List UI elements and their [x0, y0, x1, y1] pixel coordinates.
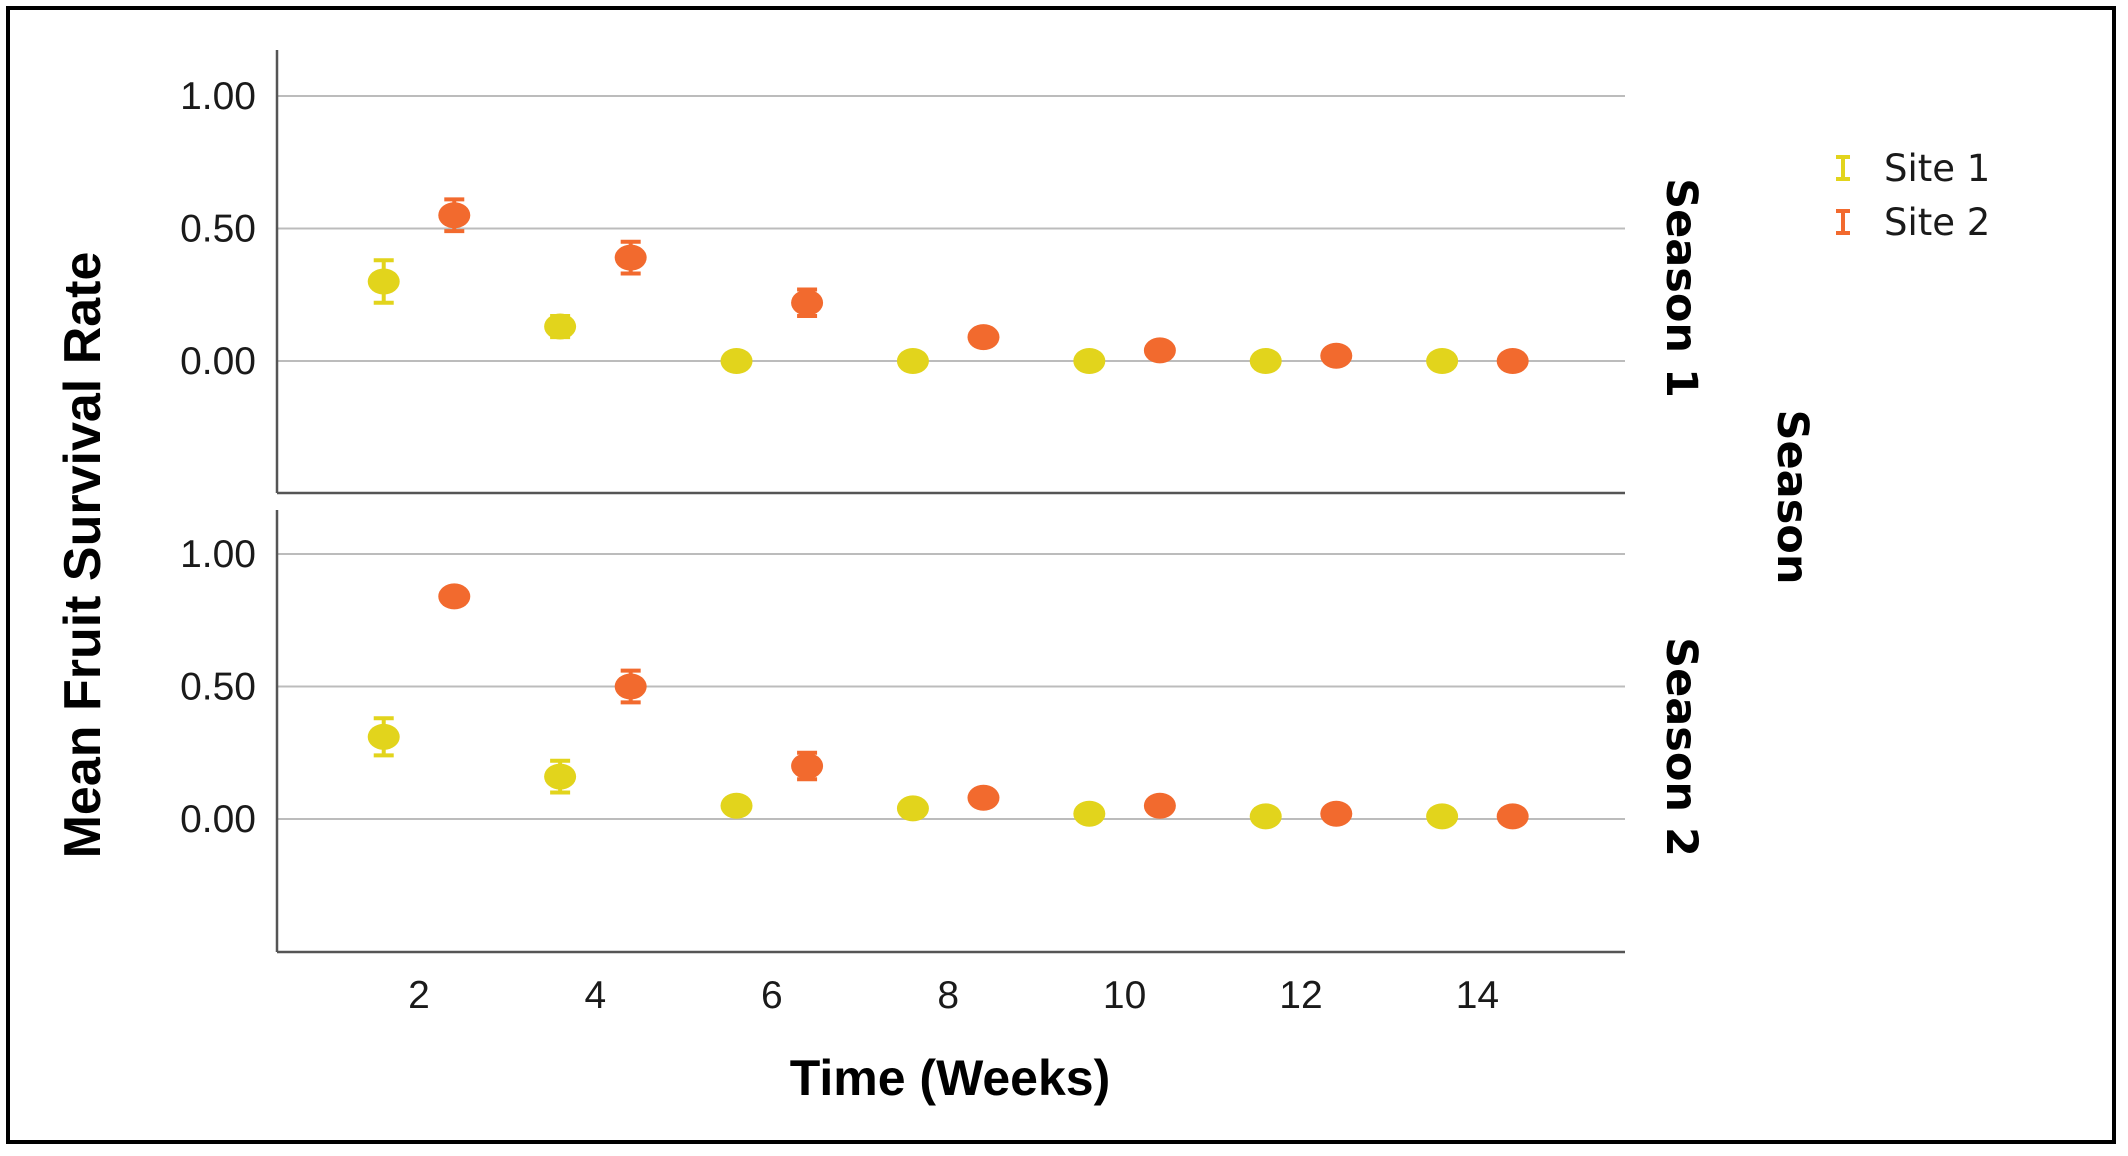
y-tick-label: 0.50	[180, 208, 256, 251]
data-point	[967, 324, 1000, 351]
x-tick-label: 12	[1279, 974, 1322, 1017]
x-ticks-layer: 2 4 6 8 10 12 14	[408, 974, 1499, 1017]
y-axis-title: Mean Fruit Survival Rate	[54, 252, 112, 859]
data-point	[367, 268, 400, 295]
legend: Site 1 Site 2	[1836, 147, 1990, 244]
data-point	[896, 795, 929, 822]
data-point	[720, 348, 753, 374]
panels-layer: 1.00 0.50 0.00 Season 1 1.00 0.50 0.00 Season 2	[180, 50, 1706, 954]
series-site-1	[367, 716, 1459, 830]
series-site-2	[438, 583, 1529, 830]
data-point	[1496, 803, 1529, 830]
data-point	[544, 763, 577, 790]
x-tick-label: 8	[937, 974, 959, 1017]
y-tick-label: 1.00	[180, 75, 256, 118]
data-point	[614, 244, 647, 271]
series-site-1	[367, 258, 1459, 374]
data-point	[367, 723, 400, 750]
data-point	[967, 784, 1000, 811]
data-point	[1073, 800, 1106, 827]
data-point	[896, 348, 929, 374]
data-point	[1143, 792, 1176, 819]
data-point	[1249, 803, 1282, 830]
x-tick-label: 2	[408, 974, 430, 1017]
data-point	[791, 753, 824, 779]
data-point	[1496, 348, 1529, 374]
data-point	[1320, 342, 1353, 369]
facet-label: Season 1	[1656, 178, 1706, 398]
legend-label: Site 1	[1884, 147, 1990, 190]
x-axis-title: Time (Weeks)	[790, 1050, 1111, 1106]
data-point	[1143, 337, 1176, 364]
data-point	[1073, 348, 1106, 374]
panel-2: 1.00 0.50 0.00 Season 2	[180, 510, 1706, 954]
data-point	[438, 583, 471, 610]
data-point	[720, 792, 753, 819]
facet-label: Season 2	[1656, 637, 1706, 857]
panel-1: 1.00 0.50 0.00 Season 1	[180, 50, 1706, 495]
legend-item: Site 2	[1836, 201, 1990, 244]
data-point	[544, 313, 577, 340]
figure-frame	[6, 6, 2116, 1144]
y-tick-label: 1.00	[180, 533, 256, 576]
data-point	[791, 289, 824, 316]
x-tick-label: 6	[761, 974, 783, 1017]
data-point	[1426, 803, 1459, 830]
y-tick-label: 0.00	[180, 340, 256, 383]
data-point	[438, 202, 471, 229]
x-tick-label: 4	[585, 974, 607, 1017]
legend-label: Site 2	[1884, 201, 1990, 244]
facet-title: Season	[1767, 410, 1817, 585]
x-tick-label: 14	[1456, 974, 1499, 1017]
data-point	[614, 673, 647, 700]
series-site-2	[438, 197, 1529, 374]
legend-item: Site 1	[1836, 147, 1990, 190]
y-tick-label: 0.50	[180, 666, 256, 709]
x-tick-label: 10	[1103, 974, 1146, 1017]
y-tick-label: 0.00	[180, 798, 256, 841]
data-point	[1249, 348, 1282, 374]
data-point	[1320, 800, 1353, 827]
data-point	[1426, 348, 1459, 374]
